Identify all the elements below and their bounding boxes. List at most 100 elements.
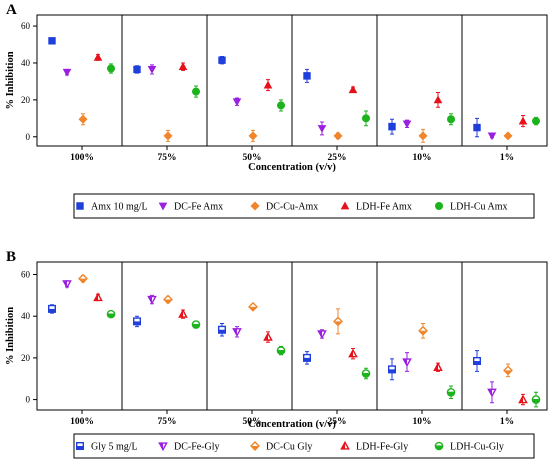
data-point [178,62,188,71]
data-point-half [264,333,268,341]
data-point-half [192,324,200,329]
x-axis-label: Concentration (v/v) [248,419,336,430]
data-point-half [473,361,481,365]
data-point-half [388,369,396,373]
legend-label: LDH-Cu-Gly [450,442,504,453]
data-point [503,131,513,141]
legend-label: LDH-Cu Amx [450,202,508,213]
data-point-half [233,328,237,336]
x-tick-label: 25% [328,153,347,163]
legend-label: DC-Fe Amx [174,202,223,213]
series-2 [62,280,497,404]
data-point [93,52,103,61]
data-point [473,123,481,132]
legend-marker [340,201,350,210]
x-tick-label: 1% [500,153,514,163]
series-3 [78,113,513,143]
data-point-half [218,329,226,334]
data-point-half [79,278,87,283]
y-tick-label: 0 [26,132,31,142]
x-tick-label: 100% [70,153,94,163]
data-point-half [334,321,342,326]
series-5 [107,63,541,127]
data-point [62,68,72,77]
legend-marker-half [435,446,443,450]
data-point [276,101,285,110]
y-tick-label: 20 [21,353,31,363]
x-tick-label: 100% [70,417,94,427]
panel-a: A 0 20 40 60 % Inhibition 100% 75% 50% 25% 10% 1% Co… [5,2,548,219]
y-tick-label: 60 [21,270,31,280]
data-point [303,72,311,80]
panel-letter: A [6,2,17,18]
data-point [263,80,273,89]
series-2 [62,64,497,141]
data-point [487,132,497,141]
data-point-half [303,357,311,362]
data-point [163,131,173,141]
data-point-half [107,314,115,318]
data-point-half [349,350,353,357]
legend-marker [158,202,168,211]
series-3 [78,273,513,378]
x-tick-label: 10% [413,417,432,427]
x-tick-label: 50% [243,417,262,427]
data-point [248,131,258,141]
series-1 [48,37,481,138]
series-4 [93,292,528,406]
data-point-half [249,306,257,311]
x-tick-label: 75% [158,153,177,163]
data-point [388,122,396,131]
data-point-half [277,350,285,355]
data-point [532,117,541,126]
data-point-half [94,293,98,301]
series-4 [93,52,528,128]
data-point [218,56,226,64]
legend-label: DC-Cu Gly [266,442,312,453]
data-point-half [504,370,512,375]
data-point-half [488,389,492,396]
data-point [433,95,443,104]
data-point [107,64,116,73]
legend-marker [76,202,84,210]
data-point-half [179,310,183,318]
x-tick-label: 25% [328,417,347,427]
legend-marker-half [159,443,163,450]
data-point-half [164,299,172,304]
legend: Gly 5 mg/L DC-Fe-Gly DC-Cu Gly LDH-Fe-Gly LD… [73,433,535,459]
data-point [518,116,528,125]
data-point-half [48,308,56,313]
data-point [348,85,358,94]
legend-marker-half [251,446,259,450]
data-point [317,125,327,133]
legend-box [73,433,535,459]
legend-box [73,193,535,219]
data-point-half [133,321,141,325]
data-point [361,114,370,123]
legend-label: LDH-Fe-Gly [356,442,408,453]
data-point [418,131,428,141]
data-point [78,114,88,124]
data-point-half [318,330,322,338]
y-tick-label: 0 [26,395,31,405]
x-tick-label: 1% [500,417,514,427]
data-point [191,87,200,96]
legend-marker-half [341,442,345,449]
data-point-half [63,280,67,288]
data-point-half [362,373,370,378]
legend-marker-half [76,446,84,450]
legend: Amx 10 mg/L DC-Fe Amx DC-Cu-Amx LDH-Fe Amx L… [73,193,535,219]
data-point-half [403,359,407,366]
data-point [402,120,412,129]
data-point [48,37,56,45]
y-tick-label: 60 [21,21,31,31]
y-tick-label: 40 [21,311,31,321]
legend-marker [434,201,443,210]
y-tick-label: 20 [21,95,31,105]
legend-label: DC-Cu-Amx [266,202,318,213]
series-5 [106,309,541,408]
data-point-half [532,399,540,404]
x-tick-label: 10% [413,153,432,163]
x-tick-label: 75% [158,417,177,427]
legend-marker [250,201,260,211]
